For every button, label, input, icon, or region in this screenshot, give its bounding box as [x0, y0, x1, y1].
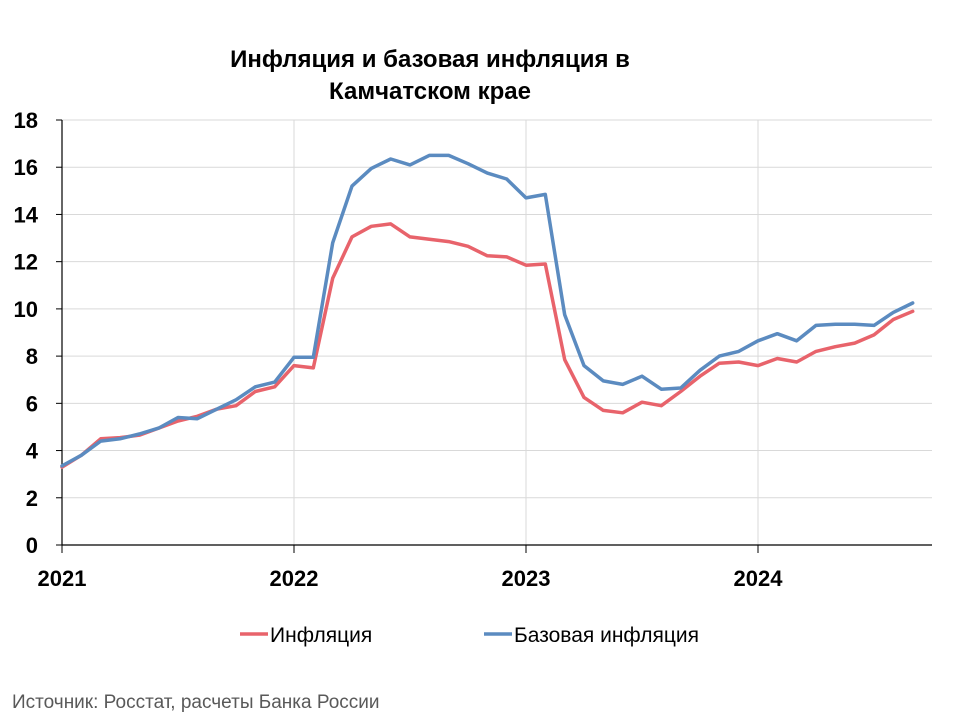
series-line-0 — [60, 222, 915, 469]
legend-label-0: Инфляция — [270, 624, 372, 647]
y-tick-label: 12 — [14, 250, 38, 275]
x-tick-label: 2023 — [502, 566, 551, 591]
y-tick-label: 2 — [26, 486, 38, 511]
y-tick-label: 18 — [14, 108, 38, 133]
y-tick-label: 14 — [14, 202, 39, 227]
y-tick-label: 8 — [26, 344, 38, 369]
y-tick-label: 6 — [26, 391, 38, 416]
x-tick-label: 2022 — [270, 566, 319, 591]
x-tick-label: 2024 — [734, 566, 784, 591]
series-line-1 — [60, 153, 915, 468]
y-tick-label: 10 — [14, 297, 38, 322]
y-tick-label: 0 — [26, 533, 38, 558]
x-tick-labels: 2021 2022 2023 2024 — [38, 566, 784, 591]
x-tick-label: 2021 — [38, 566, 87, 591]
legend: Инфляция Базовая инфляция — [240, 624, 699, 647]
axes — [56, 119, 932, 553]
legend-label-1: Базовая инфляция — [514, 624, 699, 647]
y-tick-label: 4 — [26, 439, 39, 464]
chart-title-line-2: Камчатском крае — [329, 78, 531, 105]
y-tick-label: 16 — [14, 155, 38, 180]
series-lines — [60, 153, 915, 469]
chart-title-line-1: Инфляция и базовая инфляция в — [230, 46, 630, 73]
y-tick-labels: 0 2 4 6 8 10 12 14 16 18 — [14, 108, 39, 558]
chart-title: Инфляция и базовая инфляция в Камчатском… — [230, 46, 630, 105]
gridlines — [62, 119, 932, 545]
source-note: Источник: Росстат, расчеты Банка России — [12, 692, 380, 713]
